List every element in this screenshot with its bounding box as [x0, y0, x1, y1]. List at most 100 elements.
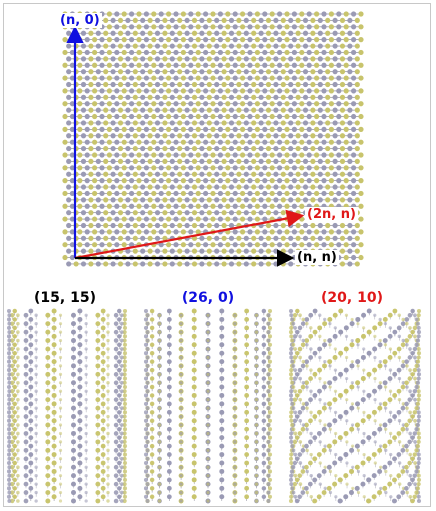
atom — [132, 17, 138, 24]
atom — [284, 101, 290, 107]
atom — [267, 384, 273, 390]
atom — [151, 113, 157, 120]
atom — [345, 482, 349, 486]
atom — [12, 452, 17, 457]
atom — [78, 334, 82, 338]
atom — [232, 49, 238, 56]
atom — [119, 473, 124, 478]
atom — [244, 309, 249, 313]
atom — [92, 62, 98, 68]
atom — [158, 101, 164, 107]
atom — [52, 385, 56, 389]
atom — [121, 152, 127, 158]
atom — [34, 406, 38, 410]
atom — [280, 107, 286, 113]
atom — [347, 69, 353, 75]
atom — [343, 346, 349, 352]
atom — [290, 338, 295, 343]
atom — [214, 222, 220, 229]
atom — [58, 474, 63, 478]
atom — [240, 203, 246, 209]
atom — [221, 184, 227, 190]
atom — [412, 494, 417, 499]
atom — [273, 261, 279, 267]
atom — [84, 474, 88, 478]
atom — [332, 418, 338, 424]
atom — [354, 17, 360, 24]
atom — [113, 338, 119, 343]
atom — [309, 389, 313, 393]
atom — [166, 229, 172, 235]
atom — [206, 465, 210, 469]
atom — [16, 338, 20, 343]
atom — [6, 435, 12, 440]
atom — [145, 414, 150, 419]
atom — [180, 37, 186, 43]
atom — [203, 101, 209, 107]
atom — [416, 330, 422, 335]
atom — [225, 242, 231, 248]
atom — [158, 62, 164, 68]
atom — [132, 56, 138, 62]
atom — [232, 37, 238, 43]
atom — [292, 481, 298, 487]
atom — [203, 49, 209, 56]
atom — [195, 165, 201, 171]
atom — [173, 24, 179, 30]
atom — [297, 431, 303, 436]
atom — [162, 184, 168, 190]
atom — [7, 414, 12, 419]
atom — [58, 389, 63, 393]
atom — [206, 69, 212, 75]
atom — [273, 30, 279, 36]
atom — [45, 422, 51, 428]
atom — [10, 355, 15, 360]
atom — [258, 69, 264, 75]
atom — [262, 216, 268, 222]
atom — [29, 435, 33, 440]
atom — [16, 372, 20, 377]
atom — [354, 222, 360, 229]
atom — [117, 359, 122, 364]
atom — [106, 372, 110, 377]
atom — [167, 309, 172, 313]
atom — [150, 478, 154, 482]
atom — [328, 37, 334, 43]
atom — [309, 473, 313, 478]
atom — [384, 448, 388, 452]
atom — [150, 309, 154, 313]
atom — [157, 347, 162, 351]
atom — [34, 372, 38, 377]
atom — [110, 17, 116, 24]
atom — [262, 461, 266, 465]
atom — [236, 107, 242, 113]
atom — [289, 355, 294, 360]
atom — [321, 24, 327, 30]
atom — [103, 81, 109, 88]
atom — [316, 452, 322, 457]
atom — [6, 317, 12, 322]
atom — [339, 17, 346, 24]
atom — [356, 385, 360, 389]
atom — [236, 171, 242, 177]
atom — [95, 329, 101, 335]
atom — [151, 203, 157, 209]
atom — [169, 248, 175, 254]
atom — [77, 165, 83, 171]
atom — [217, 37, 223, 43]
atom — [29, 343, 33, 347]
atom — [7, 321, 12, 326]
atom — [12, 486, 17, 491]
atom — [358, 37, 364, 43]
atom — [277, 75, 283, 81]
atom — [62, 190, 68, 197]
atom — [339, 30, 346, 36]
atom — [206, 440, 210, 444]
atom — [180, 178, 186, 184]
atom — [166, 190, 172, 197]
atom — [29, 402, 33, 406]
atom — [400, 384, 406, 390]
atom — [240, 190, 246, 197]
atom — [269, 126, 275, 132]
atom — [355, 338, 361, 344]
